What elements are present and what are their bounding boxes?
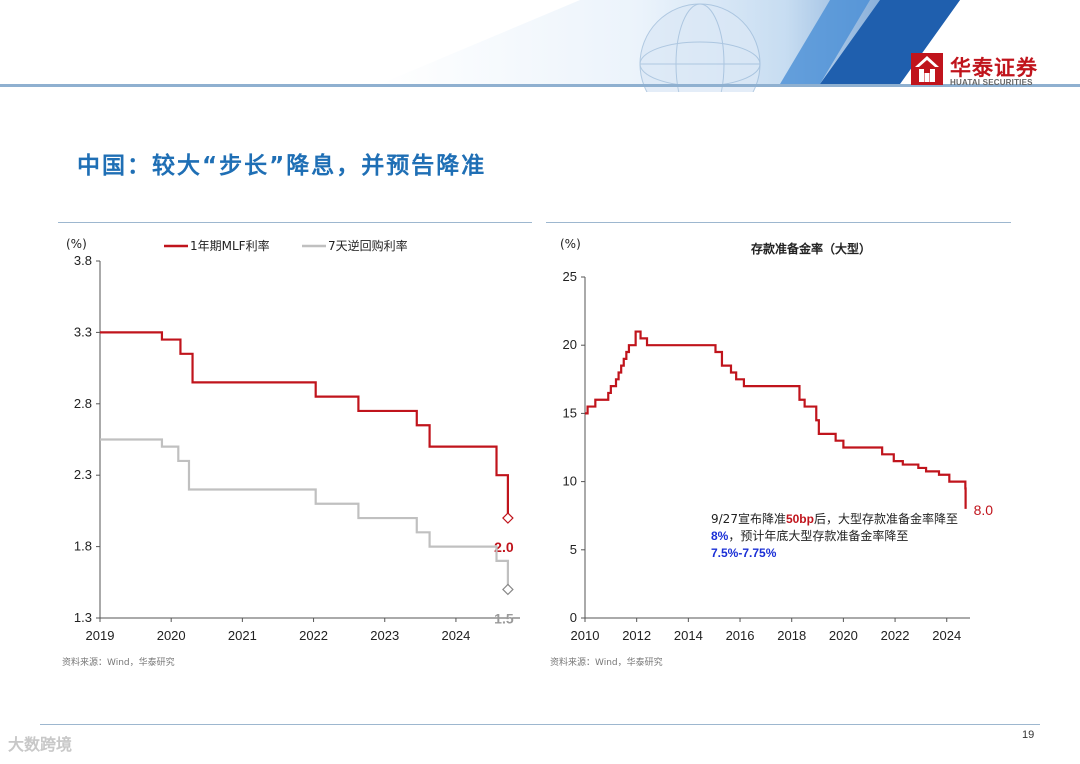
left-source: 资料来源：Wind，华泰研究 bbox=[62, 658, 175, 668]
series-line-0 bbox=[100, 331, 509, 519]
rrr-end-label: 8.0 bbox=[974, 502, 994, 518]
left-chart: (%) 1年期MLF利率 7天逆回购利率 3.83.32.82.31.81.3 … bbox=[66, 237, 520, 643]
x-tick-label: 2020 bbox=[157, 628, 186, 643]
globe-graphic bbox=[639, 3, 761, 92]
page-number: 19 bbox=[1022, 729, 1035, 741]
end-label-0: 2.0 bbox=[494, 539, 514, 555]
y-tick-label: 15 bbox=[563, 405, 577, 420]
end-label-1: 1.5 bbox=[494, 610, 514, 626]
x-tick-label: 2010 bbox=[571, 628, 600, 643]
left-y-axis: 3.8 3.3 2.8 2.3 1.8 1.3 bbox=[74, 253, 101, 625]
x-tick-label: 2020 bbox=[829, 628, 858, 643]
x-tick-label: 2012 bbox=[622, 628, 651, 643]
slide-title: 中国：较大“步长”降息，并预告降准 bbox=[77, 153, 487, 179]
note-part-1: 9/27宣布降准 bbox=[711, 512, 786, 526]
x-tick-label: 2022 bbox=[881, 628, 910, 643]
x-tick-label: 2019 bbox=[86, 628, 115, 643]
x-tick-label: 2024 bbox=[441, 628, 470, 643]
brand-logo: 华泰证券 HUATAI SECURITIES bbox=[910, 52, 1070, 88]
note-highlight-current: 8% bbox=[711, 529, 729, 543]
y-tick-label: 25 bbox=[563, 269, 577, 284]
note-part-2: 后，大型存款准备金率降至 bbox=[813, 512, 958, 526]
x-tick-label: 2023 bbox=[370, 628, 399, 643]
brand-name-en: HUATAI SECURITIES bbox=[950, 78, 1033, 87]
right-source: 资料来源：Wind，华泰研究 bbox=[550, 658, 663, 668]
x-tick-label: 2024 bbox=[932, 628, 961, 643]
y-tick-label: 20 bbox=[563, 337, 577, 352]
x-tick-label: 2018 bbox=[777, 628, 806, 643]
x-tick-label: 2016 bbox=[726, 628, 755, 643]
end-marker-0 bbox=[502, 512, 514, 524]
legend-label-mlf: 1年期MLF利率 bbox=[190, 238, 270, 253]
series-line-1 bbox=[100, 438, 509, 590]
series-line-0 bbox=[585, 330, 967, 509]
left-panel-rule bbox=[58, 222, 532, 223]
legend-label-reverse-repo: 7天逆回购利率 bbox=[328, 238, 408, 253]
right-chart-heading: 存款准备金率（大型） bbox=[750, 241, 871, 256]
watermark: 大数跨境 bbox=[8, 735, 73, 754]
brand-name-cn: 华泰证券 bbox=[950, 56, 1038, 80]
right-unit-label: (%) bbox=[560, 237, 581, 251]
y-tick-label: 5 bbox=[570, 542, 577, 557]
y-tick-label: 10 bbox=[563, 474, 577, 489]
end-marker-1 bbox=[502, 583, 514, 596]
y-tick-label: 3.3 bbox=[74, 324, 92, 339]
y-tick-label: 0 bbox=[570, 610, 577, 625]
y-tick-label: 2.3 bbox=[74, 467, 92, 482]
right-x-axis: 2010 2012 2014 2016 2018 2020 2022 2024 bbox=[571, 617, 970, 643]
footer-rule bbox=[40, 724, 1040, 725]
y-tick-label: 3.8 bbox=[74, 253, 92, 268]
header-banner bbox=[0, 0, 1080, 92]
right-panel-rule bbox=[546, 222, 1011, 223]
right-y-axis: 25 20 15 10 5 0 bbox=[563, 269, 586, 625]
rrr-annotation: 9/27宣布降准50bp后，大型存款准备金率降至 8%，预计年底大型存款准备金率降… bbox=[711, 511, 971, 562]
x-tick-label: 2014 bbox=[674, 628, 703, 643]
right-series-layer: 8.0 bbox=[585, 330, 994, 518]
left-unit-label: (%) bbox=[66, 237, 87, 251]
y-tick-label: 1.8 bbox=[74, 539, 92, 554]
x-tick-label: 2022 bbox=[299, 628, 328, 643]
note-part-3: ，预计年底大型存款准备金率降至 bbox=[728, 529, 909, 543]
y-tick-label: 1.3 bbox=[74, 610, 92, 625]
huatai-logo-icon bbox=[911, 53, 943, 85]
note-highlight-cut: 50bp bbox=[785, 512, 814, 526]
left-x-axis: 2019 2020 2021 2022 2023 2024 bbox=[86, 617, 520, 643]
y-tick-label: 2.8 bbox=[74, 396, 92, 411]
x-tick-label: 2021 bbox=[228, 628, 257, 643]
left-series-layer: 2.0 1.5 bbox=[100, 331, 514, 626]
note-highlight-forecast: 7.5%-7.75% bbox=[711, 546, 777, 560]
